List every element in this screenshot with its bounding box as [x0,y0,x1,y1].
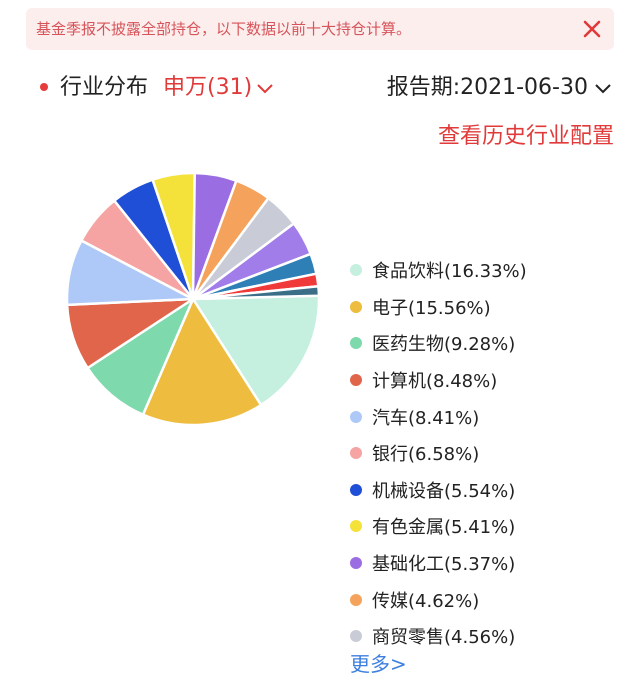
legend-swatch [350,300,362,313]
pie-legend: 食品饮料(16.33%) 电子(15.56%) 医药生物(9.28%) 计算机(8.4… [350,252,527,655]
pie-slice [192,284,321,301]
section-dot-icon [40,83,48,91]
pie-slice [141,296,263,427]
legend-item: 电子(15.56%) [350,289,527,326]
period-label: 报告期:2021-06-30 [386,75,588,100]
section-title: 行业分布 [60,75,149,100]
close-icon[interactable] [576,13,608,45]
legend-label: 医药生物(9.28%) [372,334,516,356]
legend-item: 机械设备(5.54%) [350,472,527,509]
legend-swatch [350,630,362,643]
notice-banner: 基金季报不披露全部持仓，以下数据以前十大持仓计算。 [26,8,614,50]
legend-item: 计算机(8.48%) [350,362,527,399]
classification-dropdown[interactable]: 申万(31) [163,70,274,106]
legend-item: 有色金属(5.41%) [350,508,527,545]
legend-item: 食品饮料(16.33%) [350,252,527,289]
legend-item: 银行(6.58%) [350,435,527,472]
industry-pie-chart [65,171,321,427]
legend-label: 计算机(8.48%) [372,371,498,393]
legend-label: 传媒(4.62%) [372,590,480,612]
legend-label: 银行(6.58%) [372,444,480,466]
legend-swatch [350,557,362,570]
legend-item: 基础化工(5.37%) [350,545,527,582]
legend-item: 商贸零售(4.56%) [350,618,527,655]
legend-label: 基础化工(5.37%) [372,554,516,576]
section-header: 行业分布 申万(31) 报告期:2021-06-30 [0,70,640,106]
legend-swatch [350,483,362,496]
legend-label: 机械设备(5.54%) [372,480,516,502]
legend-label: 电子(15.56%) [372,297,491,319]
legend-label: 汽车(8.41%) [372,407,480,429]
pie-slice [190,294,321,407]
legend-swatch [350,374,362,387]
period-dropdown[interactable]: 报告期:2021-06-30 [387,70,612,106]
legend-item: 汽车(8.41%) [350,398,527,435]
legend-label: 食品饮料(16.33%) [372,261,527,283]
legend-swatch [350,337,362,350]
notice-text: 基金季报不披露全部持仓，以下数据以前十大持仓计算。 [36,20,412,38]
legend-swatch [350,447,362,460]
chevron-down-icon [595,84,611,94]
legend-swatch [350,410,362,423]
legend-item: 传媒(4.62%) [350,581,527,618]
classification-label: 申万(31) [163,75,253,100]
legend-swatch [350,520,362,533]
legend-swatch [350,593,362,606]
legend-label: 商贸零售(4.56%) [372,627,516,649]
legend-swatch [350,264,362,277]
more-link[interactable]: 更多> [350,652,407,676]
legend-label: 有色金属(5.41%) [372,517,516,539]
legend-item: 医药生物(9.28%) [350,325,527,362]
chevron-down-icon [257,84,273,94]
history-config-link[interactable]: 查看历史行业配置 [437,124,614,149]
